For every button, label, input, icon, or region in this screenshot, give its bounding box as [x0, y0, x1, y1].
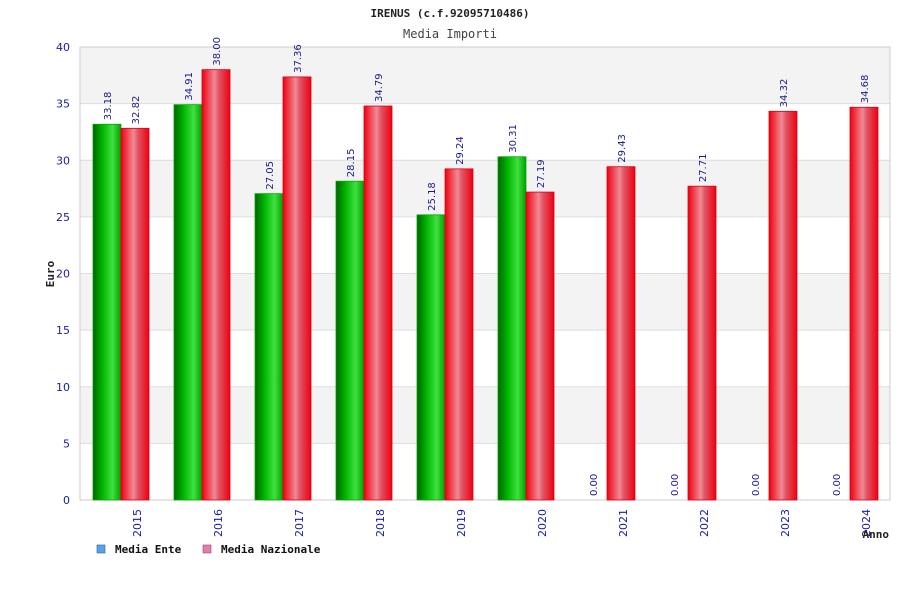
- x-tick-label: 2019: [455, 509, 468, 537]
- value-label: 30.31: [508, 124, 519, 153]
- x-axis-ticks: 2015 2016 2017 2018 2019 2020 2021 2022 2023 2024: [131, 509, 873, 537]
- y-tick-label: 30: [56, 154, 70, 167]
- value-label: 25.18: [427, 182, 438, 211]
- x-tick-label: 2022: [698, 509, 711, 537]
- legend-label-media-ente: Media Ente: [115, 543, 182, 556]
- bar-media-nazionale-2019: [444, 168, 474, 501]
- y-tick-label: 5: [63, 437, 70, 450]
- chart-title: IRENUS (c.f.92095710486): [371, 7, 530, 20]
- y-tick-label: 25: [56, 211, 70, 224]
- value-label: 27.05: [265, 161, 276, 190]
- value-label: 0.00: [589, 474, 600, 496]
- bar-media-nazionale-2022: [687, 185, 717, 501]
- value-label: 27.19: [536, 159, 547, 188]
- x-tick-label: 2016: [212, 509, 225, 537]
- bar-media-nazionale-2018: [363, 105, 393, 501]
- value-label: 29.24: [455, 136, 466, 165]
- x-tick-label: 2023: [779, 509, 792, 537]
- legend-label-media-nazionale: Media Nazionale: [221, 543, 321, 556]
- bar-media-ente-2020: [497, 156, 527, 501]
- value-label: 0.00: [832, 474, 843, 496]
- legend: Media Ente Media Nazionale: [96, 543, 321, 556]
- bar-media-nazionale-2015: [120, 127, 150, 501]
- value-label: 33.18: [103, 92, 114, 121]
- y-tick-label: 40: [56, 41, 70, 54]
- bar-media-ente-2016: [173, 104, 203, 501]
- legend-swatch-media-ente: [96, 544, 106, 554]
- x-tick-label: 2017: [293, 509, 306, 537]
- y-axis-label: Euro: [44, 260, 57, 287]
- y-tick-label: 0: [63, 494, 70, 507]
- bar-media-nazionale-2023: [768, 110, 798, 501]
- value-label: 34.79: [374, 73, 385, 102]
- bar-media-nazionale-2024: [849, 106, 879, 501]
- y-axis-ticks: 0 5 10 15 20 25 30 35 40: [56, 41, 70, 507]
- value-label: 0.00: [751, 474, 762, 496]
- bars: [92, 69, 879, 501]
- value-label: 0.00: [670, 474, 681, 496]
- bar-media-ente-2019: [416, 214, 446, 501]
- y-tick-label: 10: [56, 381, 70, 394]
- value-label: 29.43: [617, 134, 628, 163]
- plot-band: [80, 47, 890, 104]
- bar-media-ente-2018: [335, 180, 365, 501]
- bar-media-nazionale-2017: [282, 76, 312, 501]
- value-labels: 33.18 32.82 34.91 38.00 27.05 37.36 28.15 34.79…: [103, 37, 871, 496]
- y-tick-label: 35: [56, 98, 70, 111]
- value-label: 27.71: [698, 154, 709, 183]
- plot-frame: [79, 46, 891, 501]
- bar-media-nazionale-2021: [606, 166, 636, 501]
- x-tick-label: 2015: [131, 509, 144, 537]
- bar-media-nazionale-2020: [525, 191, 555, 501]
- value-label: 34.68: [860, 75, 871, 104]
- x-axis-label: Anno: [863, 528, 890, 541]
- value-label: 38.00: [212, 37, 223, 66]
- bar-media-ente-2017: [254, 193, 284, 501]
- value-label: 32.82: [131, 96, 142, 125]
- bar-media-nazionale-2016: [201, 69, 231, 501]
- x-tick-label: 2024: [860, 509, 873, 537]
- bar-media-ente-2015: [92, 123, 122, 501]
- legend-swatch-media-nazionale: [202, 544, 212, 554]
- x-tick-label: 2018: [374, 509, 387, 537]
- value-label: 28.15: [346, 149, 357, 178]
- value-label: 34.91: [184, 72, 195, 101]
- y-tick-label: 15: [56, 324, 70, 337]
- chart-subtitle: Media Importi: [403, 27, 497, 41]
- plot-border: [79, 46, 891, 501]
- x-tick-label: 2021: [617, 509, 630, 537]
- value-label: 34.32: [779, 79, 790, 108]
- x-tick-label: 2020: [536, 509, 549, 537]
- value-label: 37.36: [293, 44, 304, 73]
- y-tick-label: 20: [56, 268, 70, 281]
